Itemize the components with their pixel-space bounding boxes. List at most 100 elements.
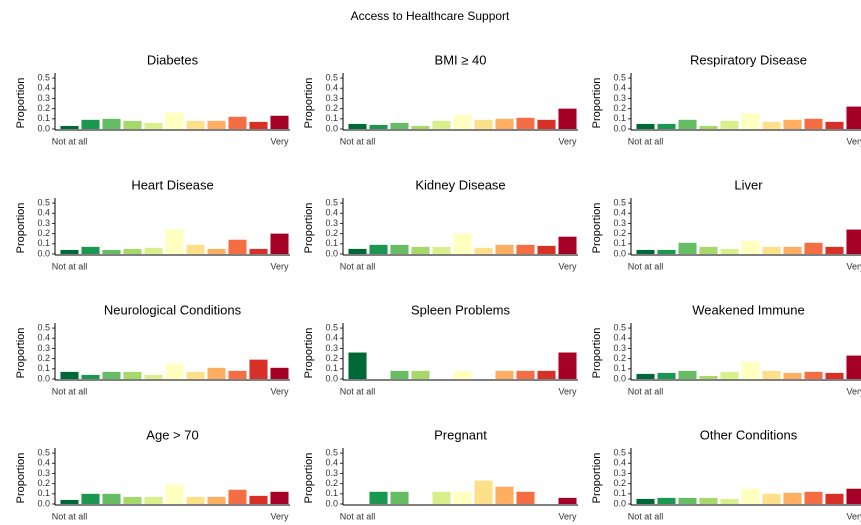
y-tick-label: 0.3 bbox=[613, 218, 626, 228]
y-tick-label: 0.5 bbox=[325, 197, 338, 207]
bar bbox=[453, 370, 472, 379]
bar bbox=[270, 115, 289, 129]
y-tick-label: 0.2 bbox=[37, 228, 50, 238]
bar bbox=[81, 246, 100, 254]
x-tick-label: Not at all bbox=[628, 261, 664, 271]
bar bbox=[165, 484, 184, 504]
bar bbox=[783, 372, 802, 379]
bar bbox=[453, 114, 472, 129]
panel-title: Kidney Disease bbox=[415, 177, 505, 192]
y-tick-label: 0.3 bbox=[613, 343, 626, 353]
bar bbox=[657, 123, 676, 129]
bar bbox=[846, 106, 861, 129]
y-tick-label: 0.2 bbox=[325, 228, 338, 238]
x-tick-label: Not at all bbox=[52, 386, 88, 396]
y-tick-label: 0.1 bbox=[325, 113, 338, 123]
y-tick-label: 0.4 bbox=[325, 333, 338, 343]
y-tick-label: 0.3 bbox=[325, 468, 338, 478]
y-axis-label: Proportion bbox=[591, 328, 603, 379]
bar bbox=[720, 371, 739, 379]
bar bbox=[804, 491, 823, 504]
panel-title: Pregnant bbox=[434, 427, 487, 442]
bar bbox=[165, 363, 184, 379]
bar bbox=[390, 122, 409, 129]
y-axis-label: Proportion bbox=[303, 453, 315, 504]
bar bbox=[678, 242, 697, 254]
x-tick-label: Very bbox=[846, 386, 861, 396]
bar bbox=[804, 371, 823, 379]
bar bbox=[741, 240, 760, 254]
panel-title: Liver bbox=[734, 177, 763, 192]
y-axis-label: Proportion bbox=[303, 203, 315, 254]
y-tick-label: 0.4 bbox=[613, 333, 626, 343]
y-tick-label: 0.2 bbox=[613, 478, 626, 488]
bar bbox=[762, 493, 781, 504]
x-tick-label: Not at all bbox=[628, 136, 664, 146]
y-axis-label: Proportion bbox=[303, 78, 315, 129]
y-axis-label: Proportion bbox=[15, 203, 27, 254]
bar bbox=[60, 125, 79, 129]
bar bbox=[186, 244, 205, 254]
y-tick-label: 0.4 bbox=[37, 333, 50, 343]
y-tick-label: 0.2 bbox=[325, 353, 338, 363]
panel-title: Weakened Immune bbox=[692, 302, 805, 317]
bar bbox=[81, 119, 100, 129]
bar bbox=[390, 370, 409, 379]
bar bbox=[165, 229, 184, 254]
x-tick-label: Not at all bbox=[628, 511, 664, 521]
bar bbox=[558, 236, 577, 254]
bar bbox=[495, 370, 514, 379]
y-tick-label: 0.4 bbox=[613, 458, 626, 468]
bar bbox=[846, 488, 861, 504]
y-tick-label: 0.0 bbox=[37, 248, 50, 258]
y-tick-label: 0.1 bbox=[37, 488, 50, 498]
y-tick-label: 0.5 bbox=[613, 197, 626, 207]
bar bbox=[123, 120, 142, 129]
y-tick-label: 0.1 bbox=[325, 238, 338, 248]
y-tick-label: 0.3 bbox=[37, 343, 50, 353]
y-tick-label: 0.2 bbox=[325, 103, 338, 113]
bar bbox=[537, 119, 556, 129]
y-axis-label: Proportion bbox=[591, 453, 603, 504]
y-tick-label: 0.5 bbox=[613, 447, 626, 457]
y-tick-label: 0.4 bbox=[613, 208, 626, 218]
bar bbox=[636, 498, 655, 504]
y-tick-label: 0.3 bbox=[37, 93, 50, 103]
y-tick-label: 0.0 bbox=[613, 373, 626, 383]
bar bbox=[657, 249, 676, 254]
panel-title: Age > 70 bbox=[146, 427, 198, 442]
bar bbox=[102, 493, 121, 504]
y-tick-label: 0.1 bbox=[613, 113, 626, 123]
y-axis-label: Proportion bbox=[15, 453, 27, 504]
x-tick-label: Not at all bbox=[340, 261, 376, 271]
x-tick-label: Very bbox=[270, 511, 289, 521]
bar bbox=[411, 370, 430, 379]
bar bbox=[762, 370, 781, 379]
bar bbox=[102, 371, 121, 379]
bar bbox=[228, 239, 247, 254]
bar bbox=[558, 497, 577, 504]
bar bbox=[537, 370, 556, 379]
bar bbox=[846, 355, 861, 379]
bar bbox=[474, 247, 493, 254]
bar bbox=[636, 249, 655, 254]
panel-title: Heart Disease bbox=[131, 177, 213, 192]
bar bbox=[825, 121, 844, 129]
bar bbox=[846, 229, 861, 254]
y-tick-label: 0.5 bbox=[325, 447, 338, 457]
bar bbox=[783, 246, 802, 254]
bar bbox=[825, 493, 844, 504]
bar bbox=[741, 361, 760, 379]
bar bbox=[474, 119, 493, 129]
bar bbox=[762, 121, 781, 129]
bar bbox=[102, 249, 121, 254]
bar bbox=[123, 371, 142, 379]
bar bbox=[81, 374, 100, 379]
panel-title: Other Conditions bbox=[700, 427, 798, 442]
y-tick-label: 0.5 bbox=[325, 322, 338, 332]
bar bbox=[270, 367, 289, 379]
bar bbox=[804, 118, 823, 129]
y-tick-label: 0.4 bbox=[325, 458, 338, 468]
bar bbox=[741, 113, 760, 129]
